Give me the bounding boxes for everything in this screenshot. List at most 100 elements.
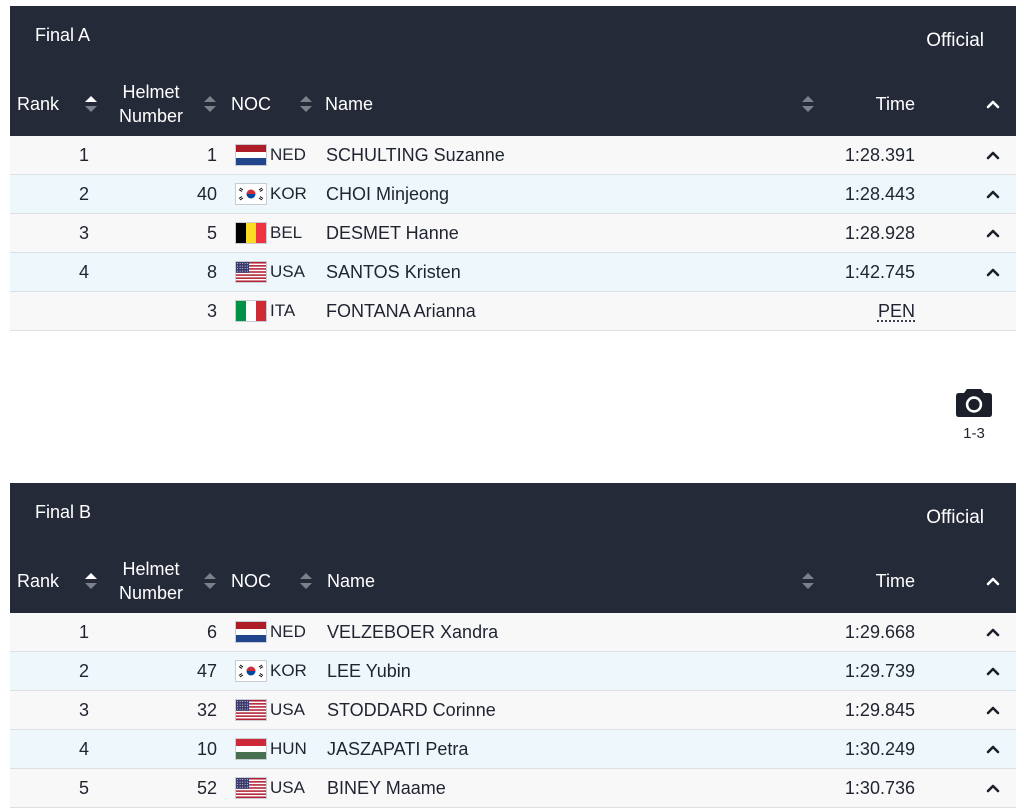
chevron-up-icon[interactable] <box>986 730 1000 768</box>
status-label: Official <box>926 507 984 528</box>
sort-icon[interactable] <box>801 571 815 591</box>
table-row[interactable]: 1 6 NED VELZEBOER Xandra 1:29.668 <box>10 613 1016 652</box>
column-header-helmet-number[interactable]: Helmet Number <box>108 557 194 605</box>
sort-icon[interactable] <box>203 94 217 114</box>
time-cell: 1:42.745 <box>844 262 915 282</box>
column-header-name[interactable]: Name <box>327 557 375 605</box>
sort-icon[interactable] <box>299 571 313 591</box>
table-row[interactable]: 3 5 BEL DESMET Hanne 1:28.928 <box>10 214 1016 253</box>
time-cell: 1:30.249 <box>844 739 915 759</box>
rank-cell: 3 <box>78 700 89 720</box>
status-label: Official <box>926 30 984 51</box>
sort-icon[interactable] <box>84 94 98 114</box>
table-row[interactable]: 2 47 KOR LEE Yubin 1:29.739 <box>10 652 1016 691</box>
chevron-up-icon[interactable] <box>986 613 1000 651</box>
sort-icon[interactable] <box>299 94 313 114</box>
rank-cell: 4 <box>78 739 89 759</box>
flag-kor-icon <box>235 660 267 682</box>
time-cell: 1:29.845 <box>844 700 915 720</box>
time-cell: 1:30.736 <box>844 778 915 798</box>
flag-ned-icon <box>235 144 267 166</box>
rank-cell: 2 <box>78 661 89 681</box>
column-header-name[interactable]: Name <box>325 80 373 128</box>
column-label-helmet-line2: Number <box>118 106 184 126</box>
table-row[interactable]: 4 8 USA SANTOS Kristen 1:42.745 <box>10 253 1016 292</box>
chevron-up-icon[interactable] <box>986 691 1000 729</box>
column-label-helmet-line1: Helmet <box>122 559 180 579</box>
table-row[interactable]: 2 40 KOR CHOI Minjeong 1:28.443 <box>10 175 1016 214</box>
sort-icon[interactable] <box>203 571 217 591</box>
time-cell: 1:29.668 <box>844 622 915 642</box>
column-header-row: Rank Helmet Number NOC Name Time <box>10 80 1016 128</box>
chevron-up-icon[interactable] <box>986 253 1000 291</box>
section-title: Final A <box>35 25 91 45</box>
column-header-rank[interactable]: Rank <box>17 80 59 128</box>
flag-bel-icon <box>235 222 267 244</box>
athlete-name[interactable]: LEE Yubin <box>327 661 411 681</box>
column-header-time[interactable]: Time <box>876 557 915 605</box>
helmet-number-cell: 52 <box>196 778 217 798</box>
column-header-noc[interactable]: NOC <box>231 557 271 605</box>
column-label-noc: NOC <box>231 570 271 591</box>
chevron-up-icon[interactable] <box>986 769 1000 807</box>
chevron-up-icon[interactable] <box>986 652 1000 690</box>
photo-finish-label: 1-3 <box>963 425 985 442</box>
column-header-time[interactable]: Time <box>876 80 915 128</box>
flag-usa-icon <box>235 699 267 721</box>
collapse-all-chevron-up-icon[interactable] <box>986 80 1000 128</box>
rank-cell: 3 <box>78 223 89 243</box>
flag-usa-icon <box>235 261 267 283</box>
noc-code: USA <box>270 700 305 719</box>
chevron-up-icon[interactable] <box>986 175 1000 213</box>
column-header-rank[interactable]: Rank <box>17 557 59 605</box>
time-cell: 1:28.928 <box>844 223 915 243</box>
column-label-noc: NOC <box>231 93 271 114</box>
column-header-noc[interactable]: NOC <box>231 80 271 128</box>
chevron-up-icon[interactable] <box>986 136 1000 174</box>
column-label-helmet-line2: Number <box>118 583 184 603</box>
table-row[interactable]: 3 ITA FONTANA Arianna PEN <box>10 292 1016 331</box>
rank-cell: 1 <box>78 145 89 165</box>
time-cell: 1:28.391 <box>844 145 915 165</box>
rank-cell: 5 <box>78 778 89 798</box>
rank-cell: 2 <box>78 184 89 204</box>
table-row[interactable]: 5 52 USA BINEY Maame 1:30.736 <box>10 769 1016 808</box>
athlete-name[interactable]: SCHULTING Suzanne <box>326 145 505 165</box>
table-header: Final A Official Rank Helmet Number NOC Name Ti… <box>10 6 1016 136</box>
column-label-rank: Rank <box>17 93 60 114</box>
noc-code: KOR <box>270 661 307 680</box>
helmet-number-cell: 8 <box>206 262 217 282</box>
noc-code: NED <box>270 145 306 164</box>
helmet-number-cell: 10 <box>196 739 217 759</box>
athlete-name[interactable]: DESMET Hanne <box>326 223 459 243</box>
column-label-rank: Rank <box>17 570 60 591</box>
noc-code: HUN <box>270 739 307 758</box>
athlete-name[interactable]: BINEY Maame <box>327 778 446 798</box>
photo-finish-button[interactable]: 1-3 <box>948 386 1000 442</box>
collapse-all-chevron-up-icon[interactable] <box>986 557 1000 605</box>
rank-cell <box>70 292 98 330</box>
helmet-number-cell: 6 <box>206 622 217 642</box>
time-cell: 1:29.739 <box>844 661 915 681</box>
noc-code: BEL <box>270 223 303 242</box>
noc-code: KOR <box>270 184 307 203</box>
helmet-number-cell: 47 <box>196 661 217 681</box>
athlete-name[interactable]: CHOI Minjeong <box>326 184 450 204</box>
flag-hun-icon <box>235 738 267 760</box>
penalty-label: PEN <box>877 301 915 321</box>
sort-icon[interactable] <box>801 94 815 114</box>
athlete-name[interactable]: JASZAPATI Petra <box>327 739 469 759</box>
table-row[interactable]: 4 10 HUN JASZAPATI Petra 1:30.249 <box>10 730 1016 769</box>
column-header-helmet-number[interactable]: Helmet Number <box>108 80 194 128</box>
sort-icon[interactable] <box>84 571 98 591</box>
athlete-name[interactable]: STODDARD Corinne <box>327 700 496 720</box>
column-label-name: Name <box>327 570 376 591</box>
athlete-name[interactable]: VELZEBOER Xandra <box>327 622 499 642</box>
table-row[interactable]: 1 1 NED SCHULTING Suzanne 1:28.391 <box>10 136 1016 175</box>
athlete-name[interactable]: FONTANA Arianna <box>326 301 476 321</box>
athlete-name[interactable]: SANTOS Kristen <box>326 262 461 282</box>
chevron-up-icon[interactable] <box>986 214 1000 252</box>
flag-ita-icon <box>235 300 267 322</box>
table-row[interactable]: 3 32 USA STODDARD Corinne 1:29.845 <box>10 691 1016 730</box>
flag-kor-icon <box>235 183 267 205</box>
